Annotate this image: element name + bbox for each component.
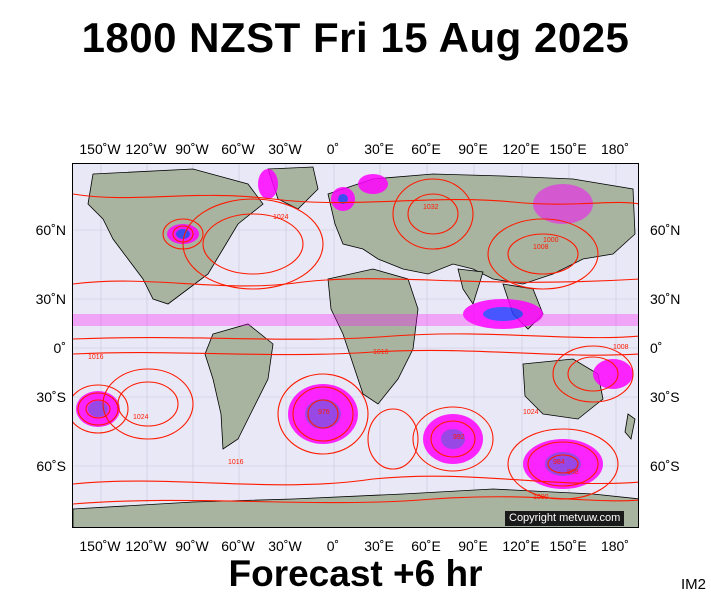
pressure-label: 1024 — [273, 214, 289, 221]
lon-label-bottom-150e: 150˚E — [549, 538, 587, 554]
new-zealand — [624, 413, 636, 440]
australia — [522, 358, 604, 420]
pressure-label: 992 — [453, 434, 465, 441]
pressure-label: 1032 — [423, 204, 439, 211]
pressure-label: 1000 — [543, 237, 559, 244]
map-title: 1800 NZST Fri 15 Aug 2025 — [81, 14, 630, 61]
lon-label-top-120e: 120˚E — [502, 141, 540, 157]
pressure-label: 968 — [567, 469, 579, 476]
lat-label-right-60s: 60˚S — [650, 458, 680, 474]
lat-label-left-60s: 60˚S — [36, 458, 66, 474]
precipitation-overlay — [73, 169, 638, 489]
antarctica — [73, 488, 638, 527]
lon-label-bottom-60w: 60˚W — [221, 538, 255, 554]
lat-label-right-30s: 30˚S — [650, 389, 680, 405]
pressure-label: 1016 — [88, 354, 104, 361]
lon-label-top-90e: 90˚E — [458, 141, 488, 157]
lat-label-left-30n: 30˚N — [35, 291, 66, 307]
isobar-labels: 1024 1024 1016 1016 1016 1008 1008 1000 … — [88, 204, 629, 501]
forecast-label: Forecast +6 hr — [228, 553, 483, 594]
pressure-label: 1016 — [228, 459, 244, 466]
weather-map: 1024 1024 1016 1016 1016 1008 1008 1000 … — [72, 163, 639, 528]
lon-label-top-30w: 30˚W — [268, 141, 302, 157]
lon-label-bottom-120w: 120˚W — [125, 538, 167, 554]
greenland — [267, 166, 319, 210]
india — [457, 268, 484, 305]
pressure-label: 1016 — [373, 349, 389, 356]
lat-label-left-60n: 60˚N — [35, 222, 66, 238]
lat-label-left-0: 0˚ — [53, 340, 66, 356]
weather-map-svg: 1024 1024 1016 1016 1016 1008 1008 1000 … — [73, 164, 638, 527]
africa — [327, 268, 419, 405]
lon-label-top-60e: 60˚E — [411, 141, 441, 157]
pressure-label: 976 — [318, 409, 330, 416]
pressure-label: 984 — [553, 459, 565, 466]
pressure-label: 1008 — [613, 344, 629, 351]
lat-label-right-60n: 60˚N — [650, 222, 681, 238]
lon-label-bottom-180: 180˚ — [600, 538, 630, 554]
lon-label-bottom-30w: 30˚W — [268, 538, 302, 554]
lon-label-top-120w: 120˚W — [125, 141, 167, 157]
lon-label-bottom-0: 0˚ — [326, 538, 340, 554]
lon-label-top-150e: 150˚E — [549, 141, 587, 157]
isobar-lines — [73, 178, 638, 505]
lon-label-top-90w: 90˚W — [175, 141, 209, 157]
lat-label-right-30n: 30˚N — [650, 291, 681, 307]
lon-label-bottom-90e: 90˚E — [458, 538, 488, 554]
lon-label-bottom-120e: 120˚E — [502, 538, 540, 554]
copyright-label: Copyright metvuw.com — [505, 511, 625, 526]
lon-label-bottom-90w: 90˚W — [175, 538, 209, 554]
lon-label-bottom-30e: 30˚E — [364, 538, 394, 554]
pressure-label: 1008 — [533, 244, 549, 251]
lon-label-top-0: 0˚ — [326, 141, 340, 157]
lon-label-bottom-150w: 150˚W — [79, 538, 121, 554]
south-america — [204, 323, 274, 450]
lon-label-top-180: 180˚ — [600, 141, 630, 157]
lon-label-top-30e: 30˚E — [364, 141, 394, 157]
lon-label-top-150w: 150˚W — [79, 141, 121, 157]
pressure-label: 1024 — [133, 414, 149, 421]
pressure-label: 1000 — [533, 494, 549, 501]
lat-label-left-30s: 30˚S — [36, 389, 66, 405]
pressure-label: 1024 — [523, 409, 539, 416]
product-code: IM2 — [681, 576, 707, 593]
lat-label-right-0: 0˚ — [650, 340, 663, 356]
lon-label-bottom-60e: 60˚E — [411, 538, 441, 554]
lon-label-top-60w: 60˚W — [221, 141, 255, 157]
